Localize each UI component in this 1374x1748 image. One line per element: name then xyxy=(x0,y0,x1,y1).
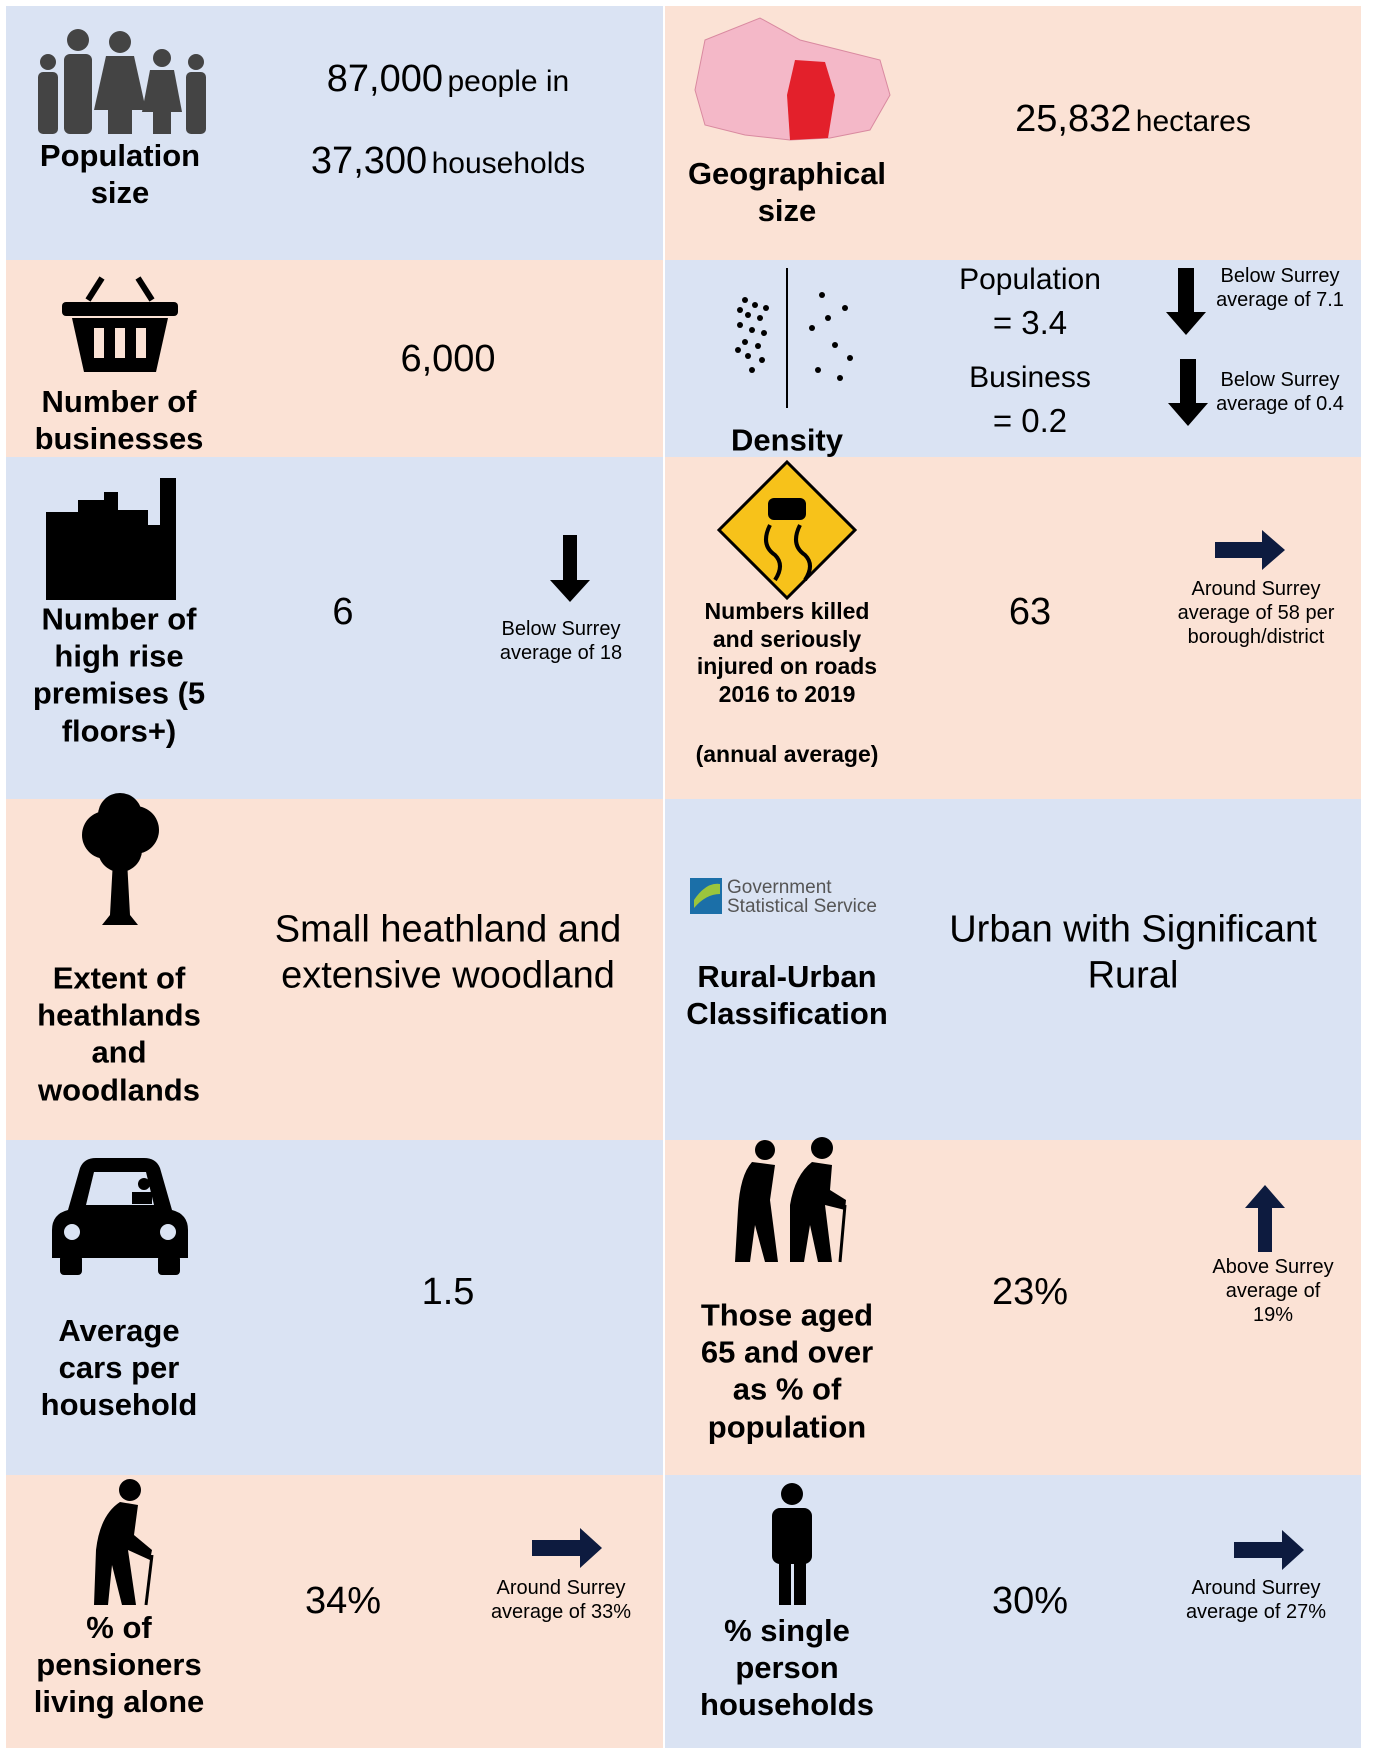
note: Below Surrey average of 18 xyxy=(499,618,623,664)
label: Population size xyxy=(39,137,201,210)
tree-icon xyxy=(82,793,159,925)
note: Around Surrey average of 33% xyxy=(490,1577,632,1623)
right-arrow xyxy=(532,1528,602,1568)
label: Density xyxy=(731,422,843,458)
label: Numbers killed and seriously injured on … xyxy=(696,597,878,707)
density-label: Population xyxy=(959,263,1101,296)
cell-bg xyxy=(665,799,1361,1140)
value: 25,832 hectares xyxy=(1015,97,1251,143)
label: Extent of heathlands and woodlands xyxy=(37,960,201,1108)
elderly-icon xyxy=(735,1137,847,1263)
label: Those aged 65 and over as % of populatio… xyxy=(700,1297,874,1445)
basket-icon xyxy=(62,276,178,372)
label: Geographical size xyxy=(687,155,887,228)
down-arrow xyxy=(1166,268,1206,335)
density-icon xyxy=(735,268,853,408)
density-value: = 0.2 xyxy=(992,402,1068,440)
value: 30% xyxy=(991,1580,1069,1623)
logo-text: Government Statistical Service xyxy=(727,877,877,917)
label: % single person households xyxy=(700,1613,874,1723)
factory-icon xyxy=(46,478,176,600)
pensioner-icon xyxy=(94,1479,154,1606)
value: 87,000 people in xyxy=(327,57,569,103)
label: Number of businesses xyxy=(34,383,204,456)
value: 1.5 xyxy=(421,1271,475,1314)
note: Around Surrey average of 27% xyxy=(1185,1577,1327,1623)
sublabel: (annual average) xyxy=(695,741,879,768)
car-icon xyxy=(52,1158,188,1275)
logo-mark xyxy=(694,883,720,908)
people-icon xyxy=(38,29,206,134)
note: Around Surrey average of 58 per borough/… xyxy=(1177,578,1335,648)
value: Small heathland and extensive woodland xyxy=(274,908,622,996)
value: 87,000 xyxy=(326,58,443,101)
value: 23% xyxy=(991,1271,1069,1314)
density-value: = 3.4 xyxy=(992,304,1068,342)
value: 6 xyxy=(332,591,354,634)
value: Urban with Significant Rural xyxy=(949,908,1317,996)
label: Rural-Urban Classification xyxy=(686,958,888,1031)
map-icon xyxy=(694,17,891,141)
cell-bg xyxy=(665,260,1361,457)
unit: hectares xyxy=(1135,105,1251,139)
down-arrow xyxy=(1168,359,1208,426)
unit: people in xyxy=(447,65,570,99)
density-label: Business xyxy=(969,361,1091,394)
value: 25,832 xyxy=(1015,98,1132,141)
right-arrow xyxy=(1215,530,1285,570)
note: Above Surrey average of 19% xyxy=(1212,1256,1334,1326)
person-icon xyxy=(772,1483,812,1605)
value: 37,300 xyxy=(310,140,428,183)
label: % of pensioners living alone xyxy=(33,1610,205,1720)
up-arrow xyxy=(1245,1185,1285,1252)
note: Below Surrey average of 0.4 xyxy=(1216,369,1344,415)
note: Below Surrey average of 7.1 xyxy=(1216,265,1344,311)
value: 37,300 households xyxy=(311,139,585,185)
cell-bg xyxy=(665,1140,1361,1475)
right-arrow xyxy=(1234,1530,1304,1570)
unit: households xyxy=(431,147,586,181)
value: 63 xyxy=(1008,591,1052,634)
down-arrow xyxy=(550,535,590,602)
label: Average cars per household xyxy=(40,1313,198,1423)
label: Number of high rise premises (5 floors+) xyxy=(32,601,206,749)
value: 34% xyxy=(304,1580,382,1623)
road-sign-icon xyxy=(716,459,858,601)
value: 6,000 xyxy=(400,338,496,381)
